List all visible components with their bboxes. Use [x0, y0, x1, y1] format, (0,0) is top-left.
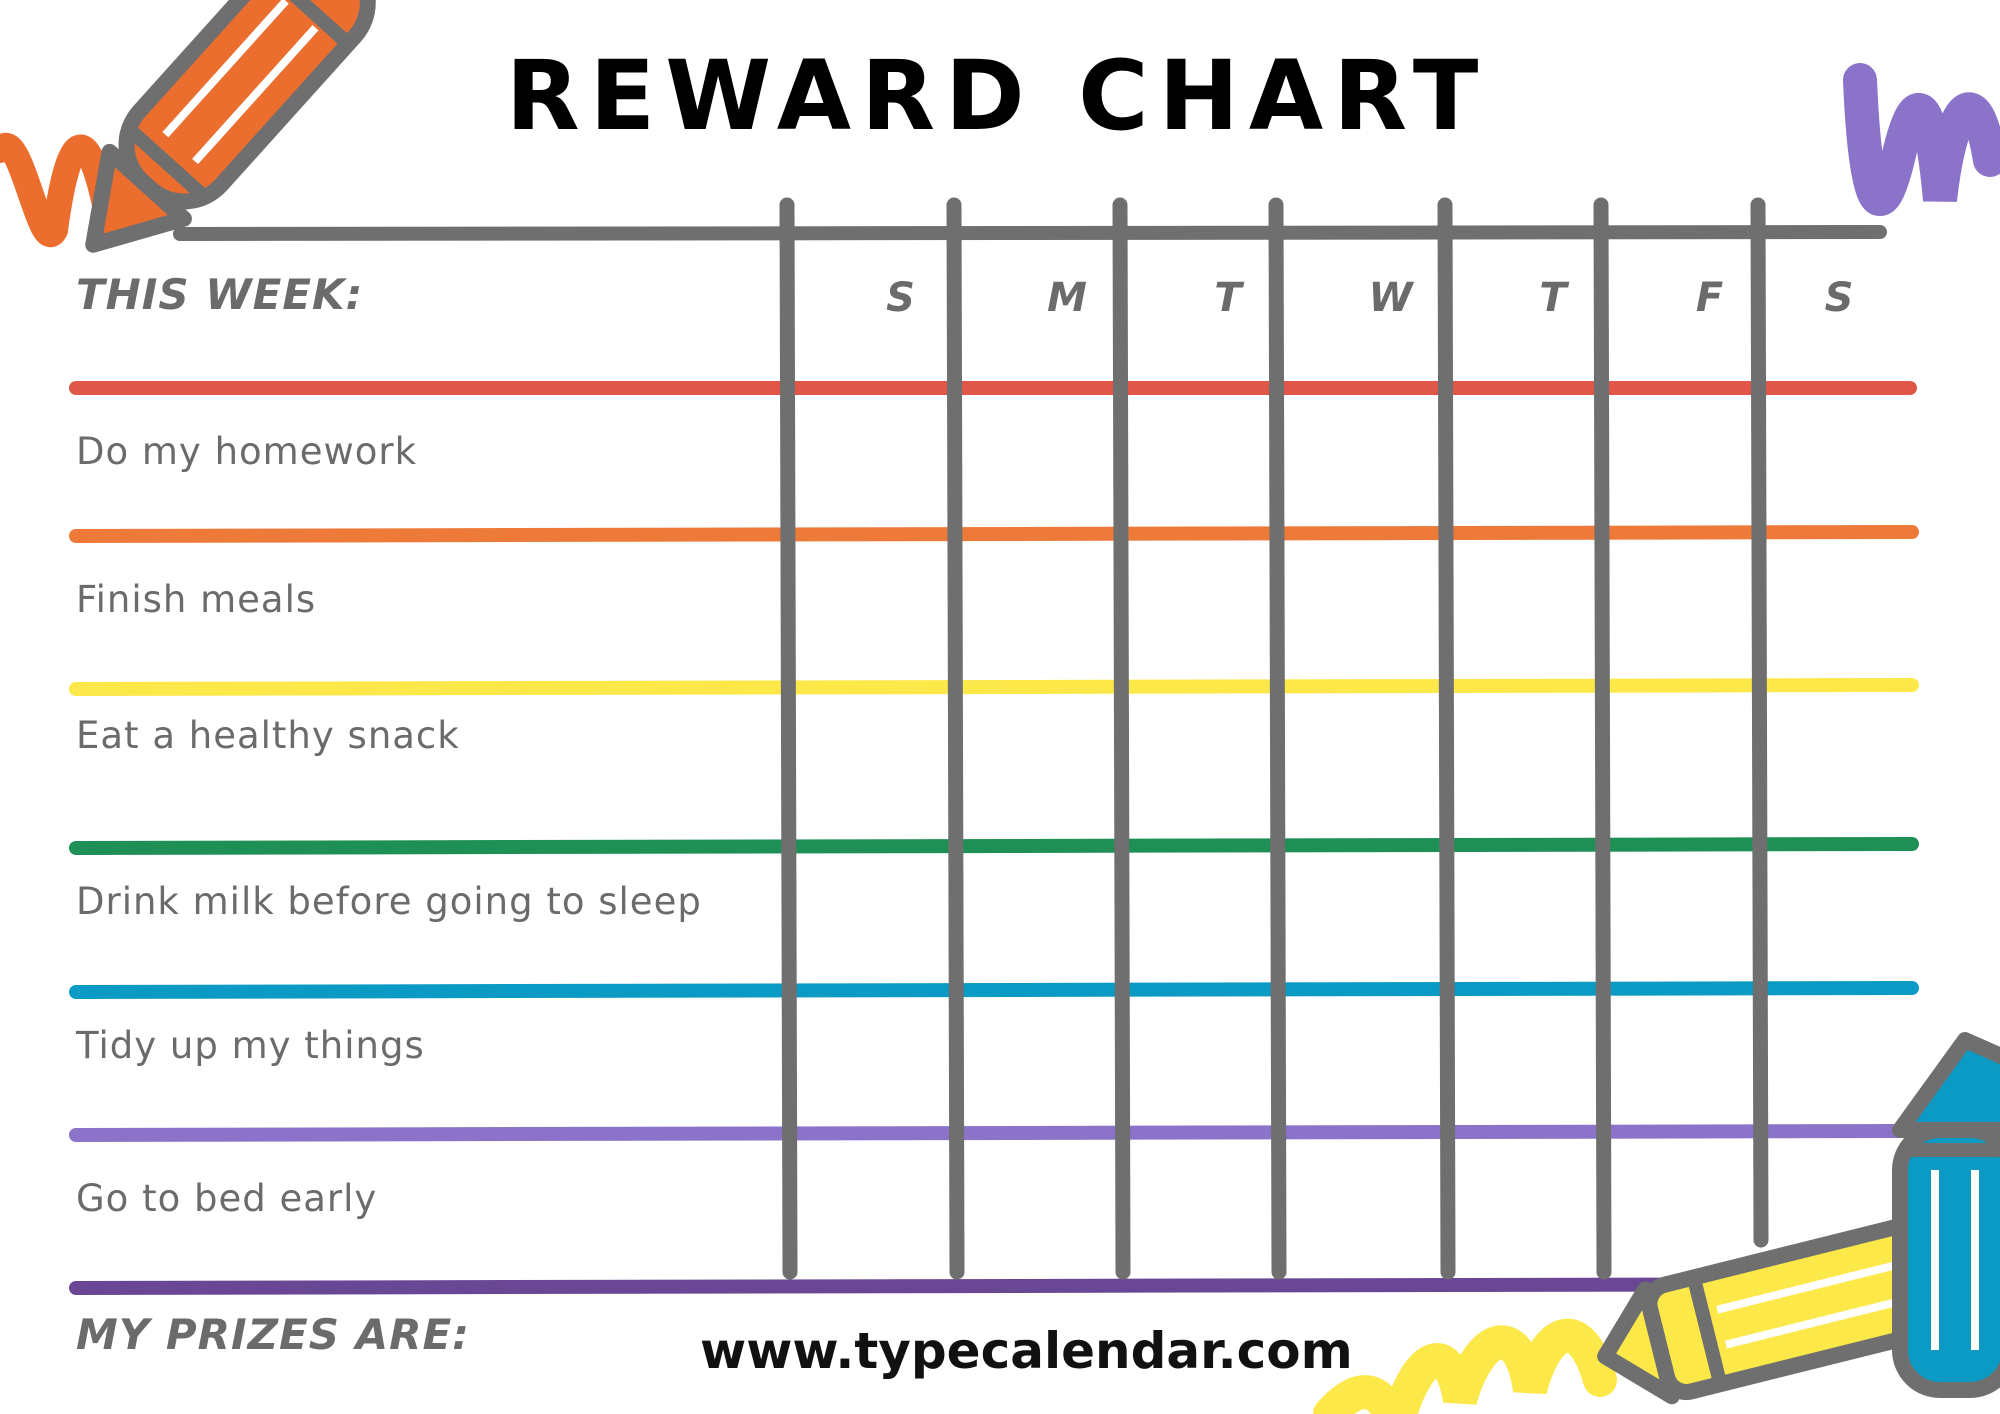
- this-week-label: THIS WEEK:: [76, 270, 364, 319]
- column-line: [1112, 197, 1131, 1280]
- purple-scribble-icon: [1843, 63, 2000, 217]
- column-line: [779, 197, 798, 1280]
- day-header: S: [886, 275, 915, 321]
- task-label: Finish meals: [76, 578, 317, 621]
- day-header: T: [1539, 275, 1567, 321]
- footer-url: www.typecalendar.com: [700, 1322, 1353, 1380]
- day-header: W: [1368, 275, 1413, 321]
- column-line: [1268, 197, 1287, 1280]
- row-line: [69, 837, 1919, 855]
- column-line: [946, 197, 965, 1280]
- task-label: Tidy up my things: [76, 1024, 425, 1067]
- row-line: [69, 981, 1919, 999]
- row-line: [69, 1124, 1919, 1142]
- orange-pencil-icon: [0, 0, 376, 253]
- row-line: [69, 678, 1919, 696]
- day-header: F: [1695, 275, 1724, 321]
- task-label: Do my homework: [76, 430, 418, 473]
- column-line: [1750, 197, 1769, 1248]
- task-label: Eat a healthy snack: [76, 714, 460, 757]
- page-title: REWARD CHART: [505, 40, 1489, 152]
- day-header: S: [1824, 275, 1854, 321]
- row-line: [69, 525, 1919, 543]
- row-line: [69, 1277, 1919, 1295]
- yellow-pencil-and-blue-crayon-icon: [1313, 1032, 2000, 1414]
- task-label: Go to bed early: [76, 1177, 378, 1220]
- grid-top-line: [173, 225, 1887, 241]
- task-label: Drink milk before going to sleep: [76, 880, 702, 923]
- day-header: T: [1214, 275, 1242, 321]
- column-line: [1437, 197, 1456, 1280]
- column-line: [1593, 197, 1612, 1280]
- day-header: M: [1047, 275, 1087, 321]
- prizes-label: MY PRIZES ARE:: [76, 1310, 470, 1359]
